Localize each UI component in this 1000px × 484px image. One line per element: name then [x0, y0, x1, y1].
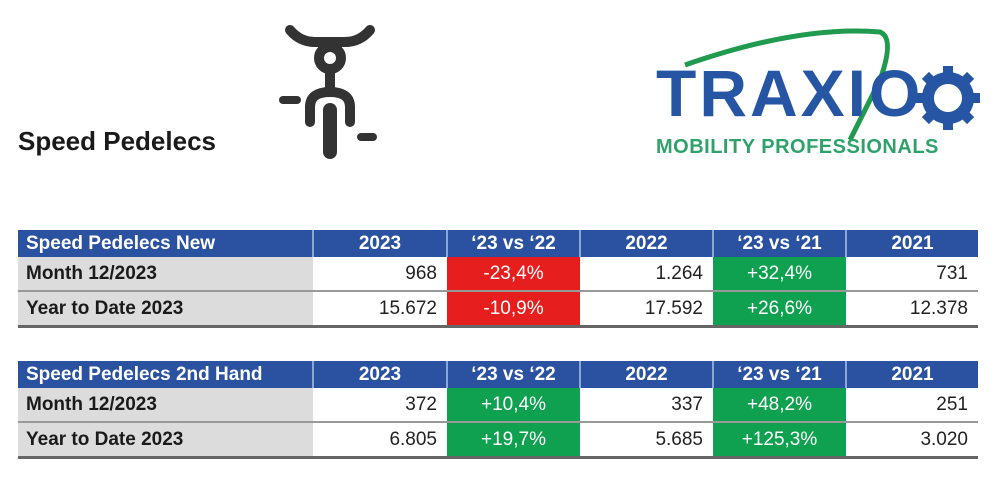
row-label: Year to Date 2023 — [18, 291, 313, 328]
cell-2021: 3.020 — [846, 422, 978, 459]
cell-vs21: +26,6% — [713, 291, 846, 328]
traxio-logo: TRAXIO MOBILITY PROFESSIONALS — [650, 20, 985, 165]
cell-2022: 337 — [580, 388, 713, 423]
column-header: 2021 — [845, 230, 978, 257]
column-header: ‘23 vs ‘22 — [446, 230, 580, 257]
row-label: Month 12/2023 — [18, 257, 313, 292]
logo-wordmark: TRAXIO — [656, 56, 924, 130]
cell-2023: 15.672 — [313, 291, 447, 328]
column-header: 2023 — [312, 361, 447, 388]
cell-vs22: -10,9% — [447, 291, 580, 328]
cell-vs22: +10,4% — [447, 388, 580, 423]
gear-icon — [916, 66, 980, 130]
column-header: Speed Pedelecs New — [18, 230, 313, 257]
column-header: 2023 — [312, 230, 447, 257]
column-header: ‘23 vs ‘21 — [712, 361, 846, 388]
cell-2023: 372 — [313, 388, 447, 423]
cell-2022: 5.685 — [580, 422, 713, 459]
speed-pedelecs-new-table: Speed Pedelecs New 2023 ‘23 vs ‘22 2022 … — [18, 230, 978, 328]
column-header: 2022 — [579, 361, 713, 388]
table-row: Year to Date 2023 6.805 +19,7% 5.685 +12… — [18, 422, 978, 459]
cell-vs21: +32,4% — [713, 257, 846, 292]
cell-2021: 731 — [846, 257, 978, 292]
row-label: Year to Date 2023 — [18, 422, 313, 459]
cell-vs21: +125,3% — [713, 422, 846, 459]
table-row: Year to Date 2023 15.672 -10,9% 17.592 +… — [18, 291, 978, 328]
speed-pedelecs-2nd-hand-table: Speed Pedelecs 2nd Hand 2023 ‘23 vs ‘22 … — [18, 361, 978, 459]
logo-swoosh-icon — [684, 28, 980, 142]
cell-vs22: -23,4% — [447, 257, 580, 292]
cell-2023: 968 — [313, 257, 447, 292]
page-title: Speed Pedelecs — [18, 126, 216, 156]
speed-pedelec-icon — [279, 25, 377, 159]
cell-2022: 1.264 — [580, 257, 713, 292]
cell-vs21: +48,2% — [713, 388, 846, 423]
cell-2022: 17.592 — [580, 291, 713, 328]
column-header: ‘23 vs ‘21 — [712, 230, 846, 257]
column-header: 2022 — [579, 230, 713, 257]
table-row: Month 12/2023 968 -23,4% 1.264 +32,4% 73… — [18, 257, 978, 292]
cell-2021: 12.378 — [846, 291, 978, 328]
row-label: Month 12/2023 — [18, 388, 313, 423]
column-header: ‘23 vs ‘22 — [446, 361, 580, 388]
cell-vs22: +19,7% — [447, 422, 580, 459]
table-row: Month 12/2023 372 +10,4% 337 +48,2% 251 — [18, 388, 978, 423]
column-header: 2021 — [845, 361, 978, 388]
cell-2023: 6.805 — [313, 422, 447, 459]
logo-tagline: MOBILITY PROFESSIONALS — [656, 136, 939, 158]
cell-2021: 251 — [846, 388, 978, 423]
table-header-row: Speed Pedelecs New 2023 ‘23 vs ‘22 2022 … — [18, 230, 978, 257]
column-header: Speed Pedelecs 2nd Hand — [18, 361, 313, 388]
table-header-row: Speed Pedelecs 2nd Hand 2023 ‘23 vs ‘22 … — [18, 361, 978, 388]
